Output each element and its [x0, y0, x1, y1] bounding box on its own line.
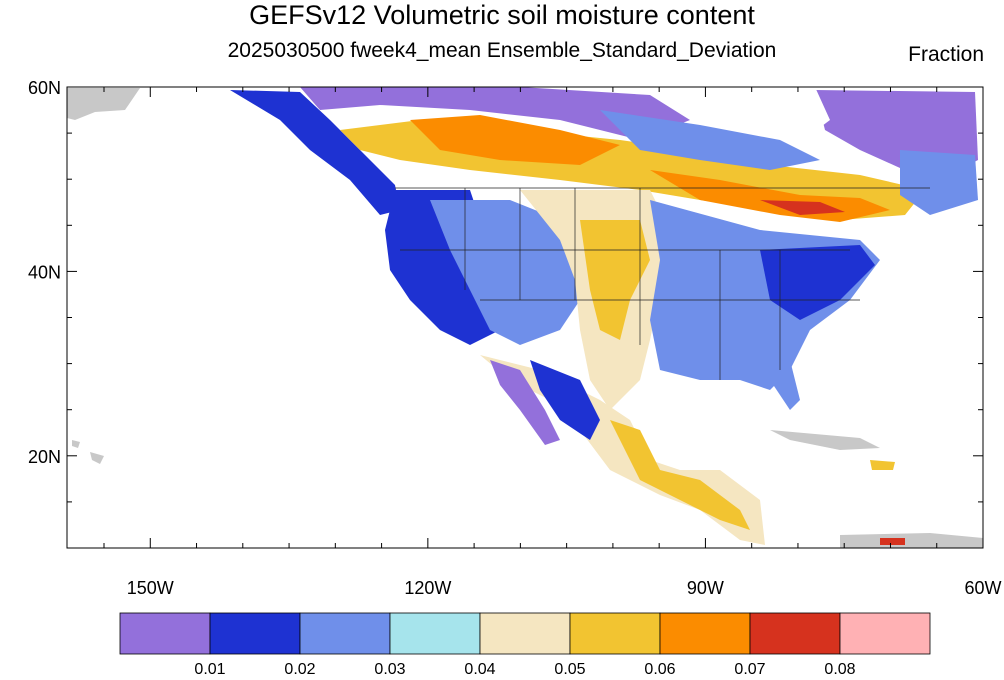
field-region-bc-coast [230, 90, 400, 215]
field-region-labrador [900, 150, 978, 215]
colorbar-label: 0.04 [464, 661, 495, 678]
colorbar-label: 0.06 [644, 661, 675, 678]
colorbar-label: 0.02 [284, 661, 315, 678]
lon-tick-label: 150W [127, 578, 174, 598]
field-region-hawaii [72, 440, 104, 464]
colorbar-swatch [659, 612, 751, 655]
colorbar-swatch [209, 612, 301, 655]
field-region-hispaniola [870, 460, 895, 470]
field-region-canada-north [300, 87, 690, 140]
colorbar-label: 0.07 [734, 661, 765, 678]
field-region-venezuela [840, 533, 983, 548]
hudson-bay [690, 87, 830, 150]
colorbar-swatch [569, 612, 661, 655]
field-region-mexico-orange [610, 420, 750, 530]
field-region-prairie-core [410, 115, 620, 165]
field-region-appalachia [760, 245, 875, 320]
field-region-canada-mid [600, 110, 820, 170]
field-region-venezuela-red [880, 538, 905, 545]
colorbar-swatch [299, 612, 391, 655]
colorbar-label: 0.01 [194, 661, 225, 678]
map-field [67, 87, 983, 548]
colorbar-label: 0.08 [824, 661, 855, 678]
colorbar-label: 0.05 [554, 661, 585, 678]
map-subtitle: 2025030500 fweek4_mean Ensemble_Standard… [227, 39, 777, 62]
colorbar-swatch [119, 612, 211, 655]
state-borders [395, 187, 930, 380]
map-title: GEFSv12 Volumetric soil moisture content [249, 0, 755, 30]
lon-tick-label: 60W [964, 578, 1001, 598]
field-region-cuba [770, 430, 880, 450]
field-region-great-basin [430, 200, 580, 345]
colorbar-swatch [749, 612, 841, 655]
colorbar-swatch [389, 612, 481, 655]
units-label: Fraction [908, 43, 984, 66]
colorbar-label: 0.03 [374, 661, 405, 678]
field-region-ontario-core [760, 200, 845, 215]
axis-tick-labels: 60N 40N 20N 150W 120W 90W 60W [28, 78, 1002, 598]
field-region-alaska [67, 88, 140, 120]
lon-tick-label: 90W [687, 578, 724, 598]
soil-moisture-field [67, 87, 983, 548]
colorbar: 0.01 0.02 0.03 0.04 0.05 0.06 0.07 0.08 [119, 612, 931, 678]
lat-tick-label: 20N [28, 447, 61, 467]
lat-tick-label: 40N [28, 262, 61, 282]
lat-tick-label: 60N [28, 78, 61, 98]
field-region-baja [490, 360, 560, 445]
field-region-florida [760, 360, 800, 410]
colorbar-swatch [479, 612, 571, 655]
axis-ticks [67, 86, 984, 549]
field-region-sierra-madre [530, 360, 600, 440]
colorbar-swatch [839, 612, 931, 655]
lon-tick-label: 120W [404, 578, 451, 598]
